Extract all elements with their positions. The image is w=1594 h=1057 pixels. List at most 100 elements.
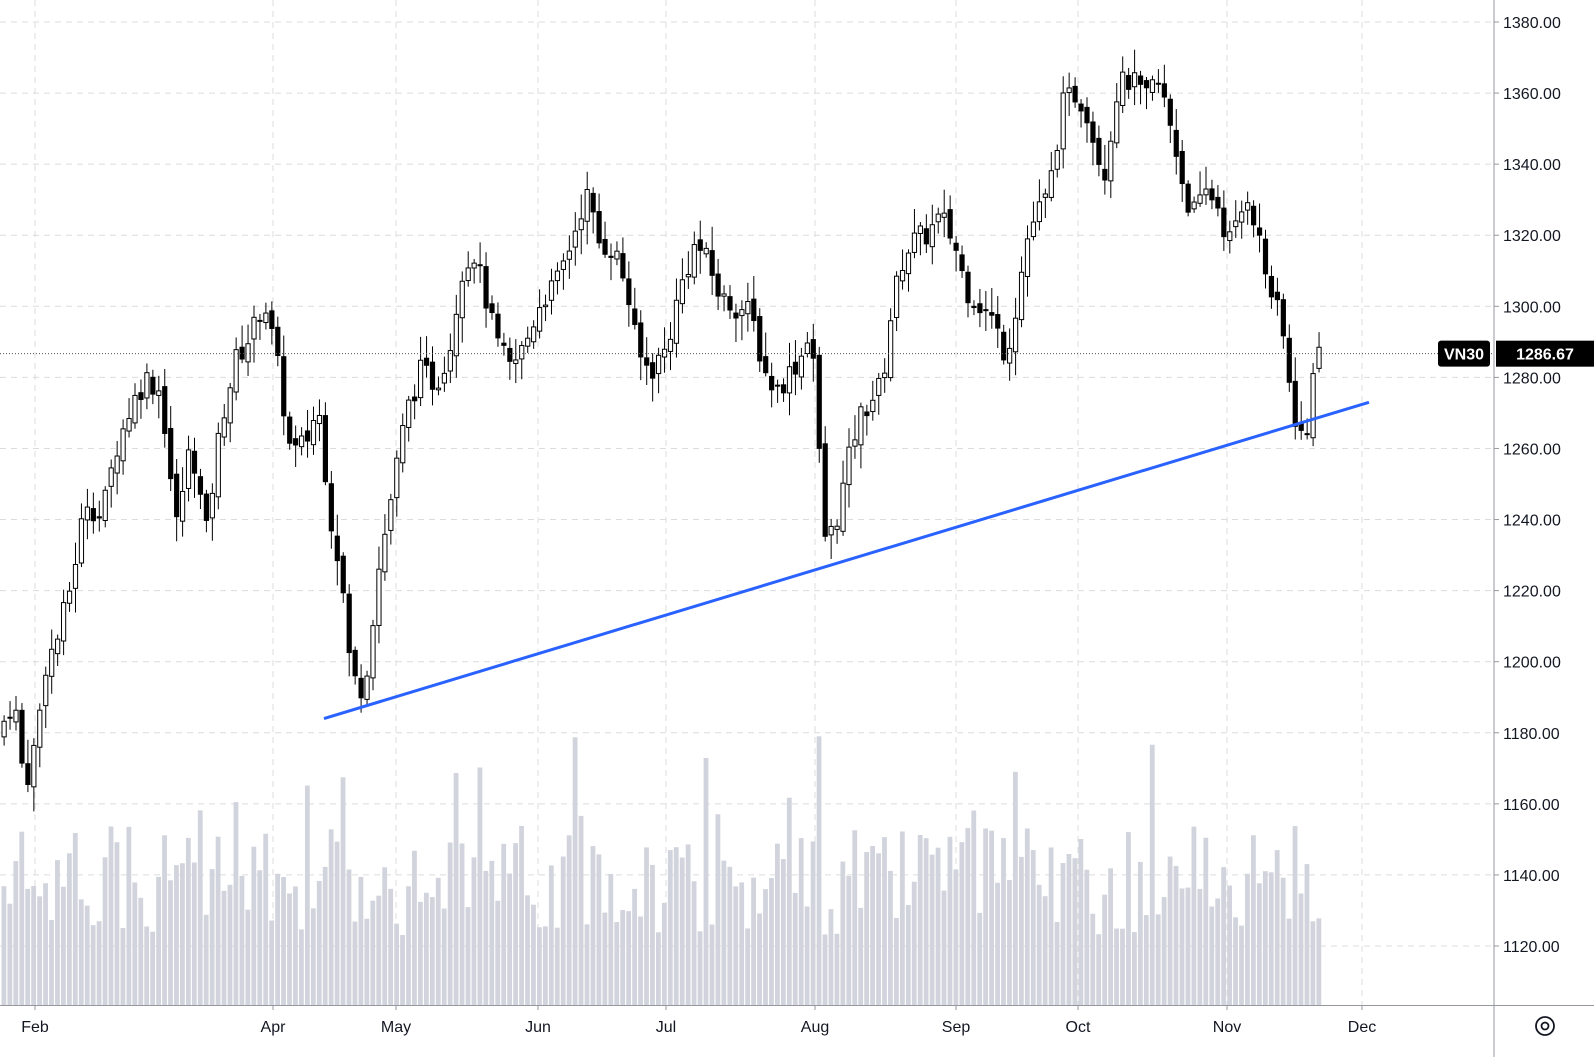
volume-bar [435,877,441,1005]
volume-bar [638,916,643,1005]
volume-bar [310,908,316,1005]
volume-bar [667,850,673,1005]
candle [495,313,501,339]
candle [661,348,668,358]
candle [120,428,126,462]
candle [55,638,61,655]
candle [941,212,947,218]
volume-bar [269,920,275,1005]
volume-bar [1126,832,1131,1005]
volume-bar [114,842,120,1005]
volume-series [1,736,1322,1005]
volume-bar [394,923,399,1005]
volume-bar [715,814,721,1005]
candle [1191,201,1197,210]
volume-bar [554,927,560,1005]
candle [293,438,299,446]
candle [959,254,965,272]
candle [221,417,227,438]
volume-bar [1239,925,1244,1005]
candle [269,310,275,329]
candle [590,192,596,213]
candle [441,372,447,384]
volume-bar [1191,826,1197,1005]
volume-bar [203,914,209,1005]
candle [548,280,555,301]
candle [453,313,459,357]
candle [1304,433,1310,436]
candle [709,250,715,276]
candle [84,506,91,521]
volume-bar [316,880,322,1005]
candle [156,390,162,396]
candle [584,188,590,222]
volume-bar [780,859,786,1005]
volume-bar [138,897,144,1005]
volume-bar [858,907,864,1005]
volume-bar [1096,934,1102,1005]
volume-bar [447,842,453,1005]
candle [899,269,906,282]
candle [263,312,269,324]
volume-bar [215,836,221,1005]
volume-bar [55,860,60,1005]
candle [1179,150,1185,185]
volume-bar [519,825,524,1005]
volume-bar [465,907,471,1005]
y-axis-ticks: 1120.00 1140.00 1160.00 1180.00 1200.00 1220.… [1494,15,1561,956]
volume-bar [13,861,19,1005]
trendline[interactable] [323,400,1370,720]
volume-bar [846,875,852,1005]
volume-bar [441,908,447,1005]
candle [531,326,537,343]
candle [412,396,418,402]
candle [929,224,935,248]
settings-button[interactable] [1535,1016,1555,1036]
volume-bar [1132,932,1137,1005]
candle [614,250,620,260]
candle [697,239,703,251]
candle [1280,299,1286,337]
volume-bar [340,777,346,1005]
volume-bar [370,900,376,1005]
volume-bar [1078,839,1084,1005]
candle [1268,275,1275,298]
volume-bar [739,882,745,1005]
volume-bar [1173,865,1179,1005]
candle [102,489,108,522]
y-tick-label: 1380.00 [1503,15,1561,32]
last-price-line: VN30 1286.67 [0,340,1594,367]
candle [846,446,852,486]
x-tick-label: Nov [1213,1019,1241,1036]
candle [43,674,49,707]
volume-bar [245,909,251,1005]
volume-bar [7,903,13,1005]
volume-bar [1007,880,1012,1005]
candle [1233,220,1239,228]
candle [108,467,114,487]
volume-bar [828,909,834,1005]
volume-bar [1001,838,1006,1005]
candle [828,525,834,536]
candle [180,490,186,522]
candle [7,716,13,719]
candle [1245,202,1251,211]
volume-bar [1310,921,1316,1005]
y-tick-label: 1140.00 [1503,868,1560,885]
y-tick-label: 1220.00 [1503,584,1561,601]
candle [1149,79,1156,93]
candle [465,267,471,282]
volume-bar [941,890,947,1005]
volume-bar [685,844,691,1005]
settings-icon [1535,1016,1555,1036]
candle [876,377,882,396]
volume-bar [531,904,536,1005]
candle [1274,291,1281,301]
candle [489,303,495,314]
x-tick-label: Apr [261,1019,287,1036]
candle [233,349,239,393]
volume-bar [864,851,870,1005]
candle [739,309,745,317]
